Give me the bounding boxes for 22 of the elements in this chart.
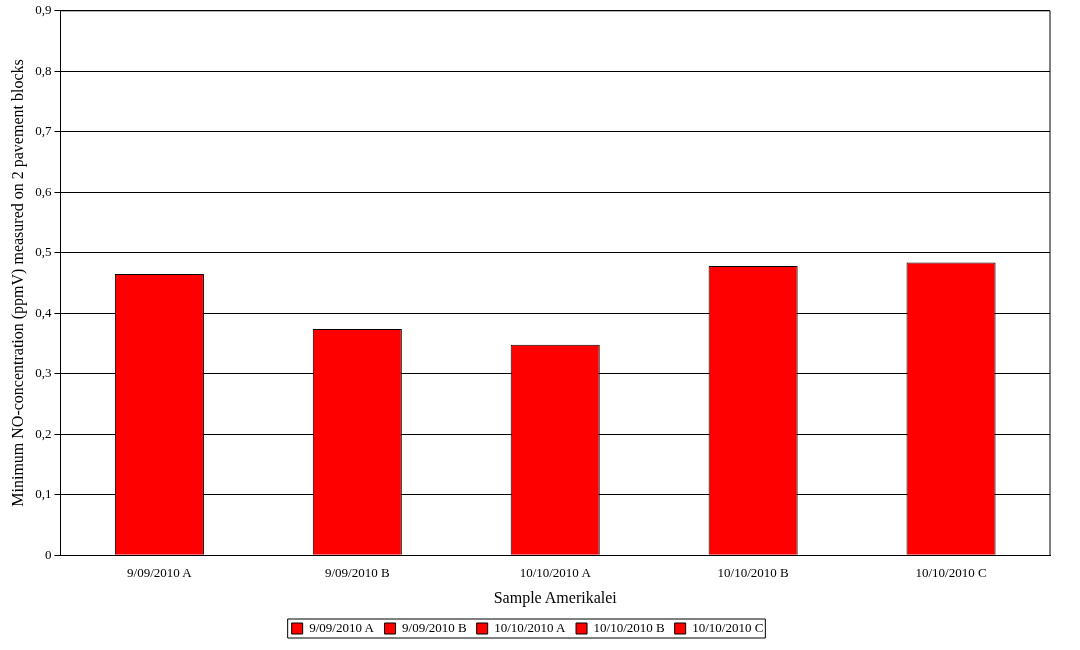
x-axis-title: Sample Amerikalei [493,588,618,607]
y-tick-label: 0,7 [35,123,52,139]
legend-label: 10/10/2010 C [692,619,764,635]
legend-label: 10/10/2010 A [494,619,566,635]
x-tick-label: 9/09/2010 B [324,565,390,581]
y-tick-label: 0,3 [35,365,52,381]
legend-label: 9/09/2010 B [402,619,468,635]
y-tick-label: 0,5 [35,244,52,260]
y-tick-label: 0,8 [35,62,52,78]
y-tick-label: 0,1 [35,486,52,502]
legend-label: 9/09/2010 A [309,619,375,635]
y-tick-label: 0 [44,546,52,562]
y-tick-label: 0,6 [35,183,52,199]
y-tick-label: 0,2 [35,425,52,441]
y-axis-title: Minimum NO-concentration (ppmV) measured on 2 pavement blocks [8,59,27,507]
legend-label: 10/10/2010 B [593,619,666,635]
x-tick-label: 10/10/2010 A [519,565,592,581]
x-tick-label: 10/10/2010 C [915,565,987,581]
x-tick-label: 9/09/2010 A [127,565,193,581]
y-tick-label: 0,9 [35,2,52,18]
y-tick-label: 0,4 [35,304,52,320]
x-tick-label: 10/10/2010 B [717,565,790,581]
